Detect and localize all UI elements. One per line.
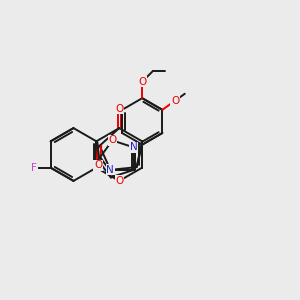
Text: N: N (130, 142, 138, 152)
Text: O: O (94, 160, 102, 170)
Text: N: N (106, 165, 114, 175)
Text: O: O (138, 77, 146, 87)
Text: O: O (115, 103, 123, 114)
Text: O: O (115, 176, 123, 186)
Text: O: O (171, 96, 179, 106)
Text: O: O (108, 135, 116, 146)
Text: F: F (31, 163, 37, 173)
